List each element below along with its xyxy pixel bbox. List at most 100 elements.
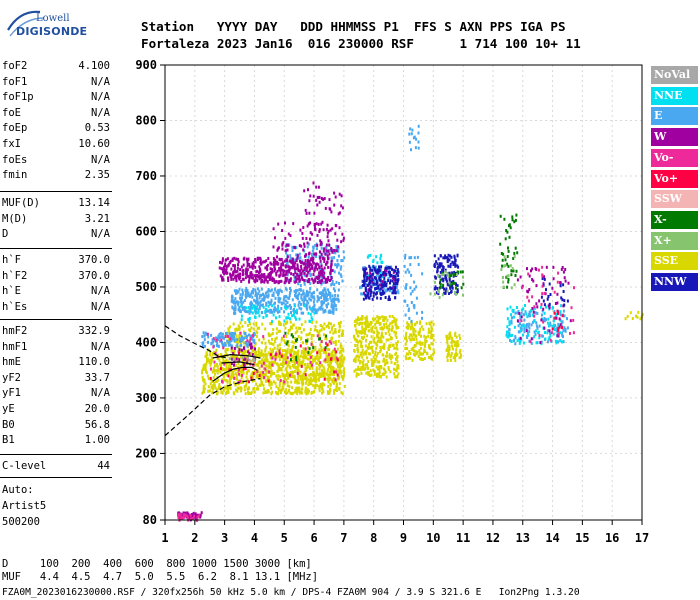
data-point-w [306,273,309,277]
data-point-w [564,279,567,283]
data-point-e [541,334,544,338]
data-point-noval [253,359,256,362]
data-point-sse [361,367,364,371]
data-point-sse [379,326,382,330]
data-point-w [323,197,326,200]
data-point-w [520,315,523,319]
data-point-nne [287,316,290,320]
data-point-sse [234,368,237,372]
data-point-sse [374,322,377,326]
data-point-w [264,266,267,270]
data-point-w [535,302,538,306]
param-separator [0,191,112,192]
data-point-x [284,331,287,335]
data-point-sse [333,388,336,392]
data-point-sse [373,372,376,376]
data-point-w [319,281,322,284]
data-point-w [308,259,311,263]
data-point-e [233,311,235,315]
data-point-sse [411,325,413,329]
data-point-sse [323,322,326,326]
data-point-w [288,280,291,284]
data-point-sse [268,360,271,364]
data-point-x [516,251,519,255]
data-point-sse [353,369,356,373]
data-point-e [566,317,568,321]
data-point-w [303,189,306,193]
data-point-e [377,278,380,282]
data-point-sse [382,318,384,322]
data-point-sse [269,370,272,374]
data-point-sse [234,363,237,367]
data-point-e [236,343,239,347]
data-point-nne [516,339,519,343]
data-point-sse [297,375,300,379]
data-point-w [303,242,306,246]
data-point-x [503,217,506,221]
data-point-sse [259,360,262,364]
data-point-nnw [559,284,562,288]
data-point-nne [248,309,251,312]
data-point-x [295,339,297,343]
data-point-sse [321,374,324,378]
data-point-w [312,273,315,276]
data-point-w [272,257,275,261]
data-point-w [248,351,251,355]
data-point-sse [233,368,236,372]
data-point-sse [328,321,330,325]
data-point-w [313,279,316,283]
x-tick-label: 10 [426,531,440,545]
data-point-e [415,137,418,141]
data-point-sse [238,386,240,390]
data-point-w [252,264,255,268]
data-point-sse [312,358,315,362]
data-point-w [235,279,238,283]
data-point-sse [421,342,424,346]
data-point-w [283,269,286,273]
data-point-w [253,279,256,283]
data-point-sse [336,384,338,388]
data-point-nne [289,317,292,321]
data-point-w [560,267,563,271]
data-point-sse [369,346,372,350]
data-point-nnw [375,282,378,286]
data-point-sse [244,321,247,325]
param-row-mufd: MUF(D) 13.14 [2,197,110,211]
data-point-w [225,258,228,262]
param-row-b0: B0 56.8 [2,419,110,433]
data-point-sse [359,321,362,325]
data-point-w [266,280,269,284]
data-point-sse [431,357,433,361]
data-point-nne [509,305,512,309]
data-point-e [281,302,283,306]
data-point-nne [547,337,550,341]
param-label: M(D) [2,212,28,225]
data-point-x [513,283,516,287]
data-point-nne [247,317,250,321]
data-point-sse [297,360,300,364]
data-point-w [288,265,291,269]
data-point-e [290,305,292,309]
data-point-e [210,333,213,337]
data-point-nnw [376,296,379,300]
data-point-x [286,340,289,344]
data-point-w [363,291,366,295]
data-point-w [559,281,562,285]
data-point-w [334,195,337,199]
data-point-sse [261,358,264,362]
data-point-sse [407,352,410,356]
param-row-foe: foE N/A [2,107,110,121]
data-point-sse [458,350,461,354]
data-point-w [292,263,295,267]
data-point-sse [286,391,289,395]
data-point-e [239,300,242,304]
data-point-e [321,302,324,306]
data-point-e [249,305,252,309]
data-point-sse [416,320,419,324]
data-point-w [328,279,331,282]
param-row-b1: B1 1.00 [2,434,110,448]
param-label: foEs [2,153,28,166]
data-point-e [295,288,298,292]
data-point-sse [388,355,391,359]
data-point-sse [255,321,258,325]
